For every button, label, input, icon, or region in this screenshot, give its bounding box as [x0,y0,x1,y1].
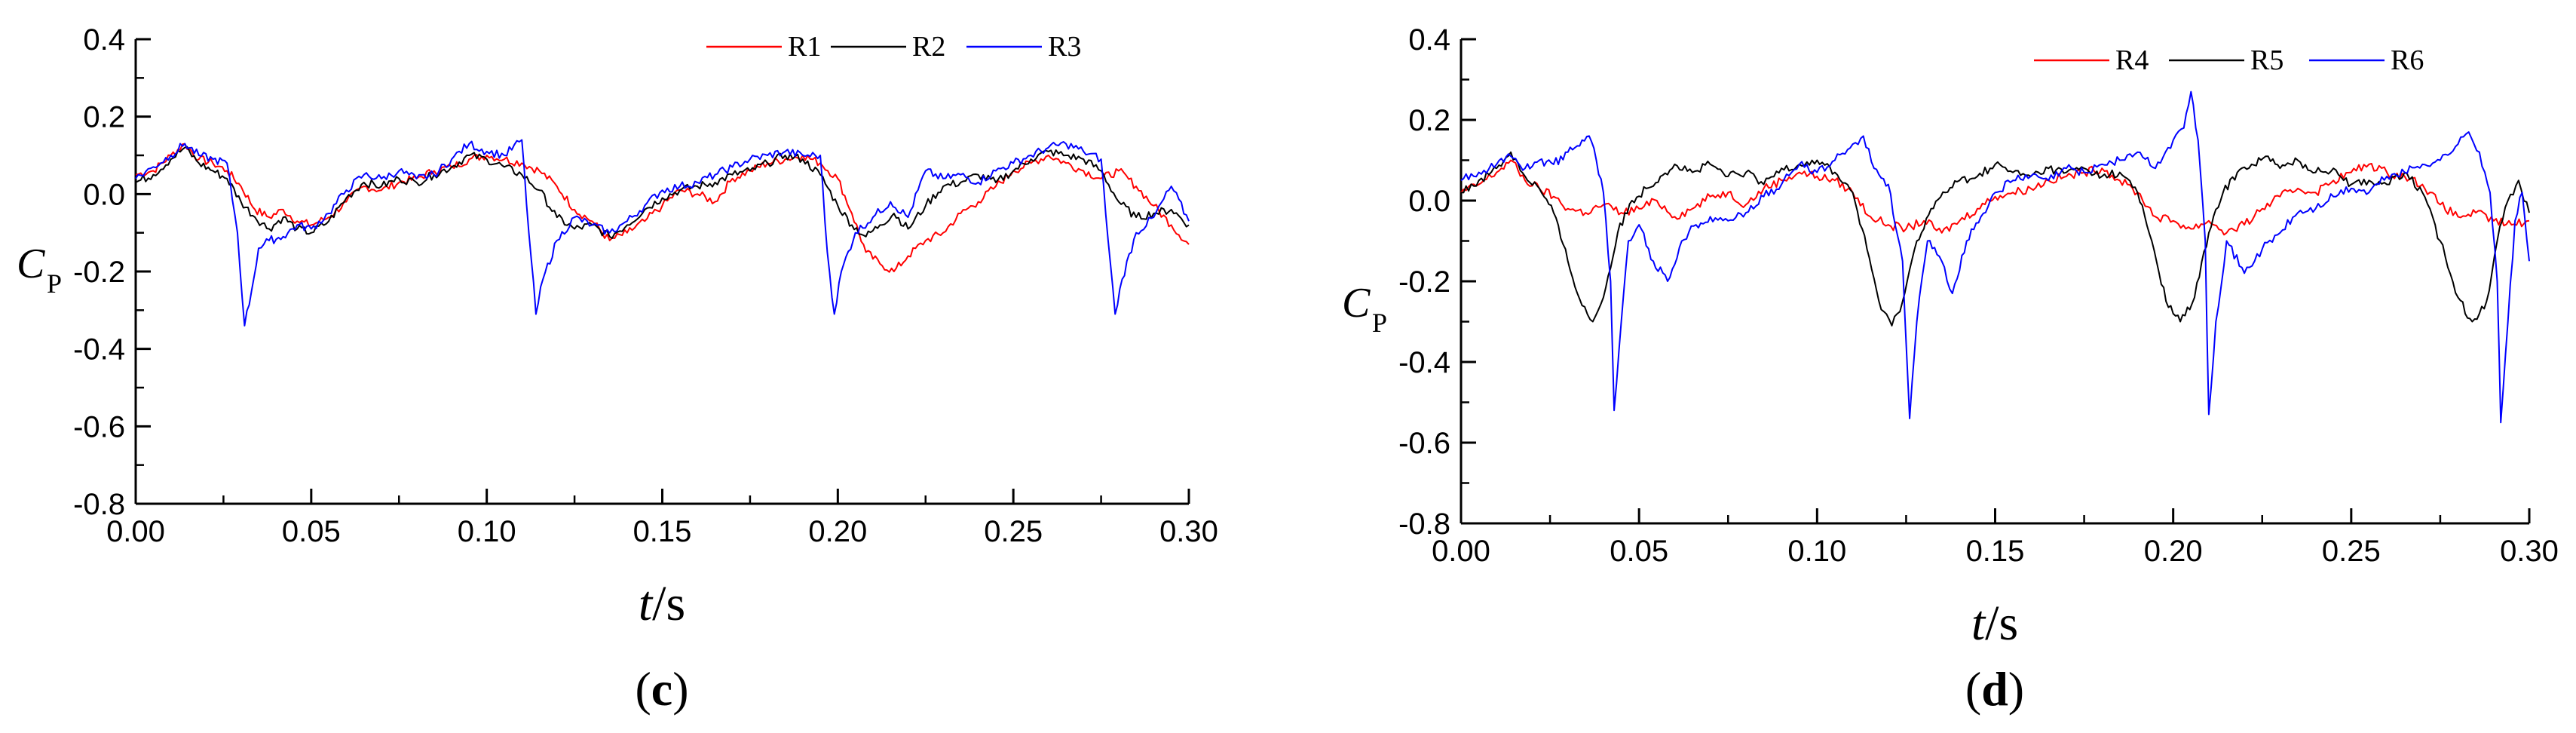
x-axis-label-unit: /s [652,576,685,631]
panel-label: (d) [1965,662,2024,716]
x-tick-label: 0.20 [2144,535,2203,568]
legend-label-r6: R6 [2391,44,2424,76]
panel-label: (c) [635,662,688,716]
y-tick-label: -0.2 [73,256,125,289]
panel-label-part: ( [635,662,651,716]
x-axis-label-unit: /s [1985,596,2018,651]
y-tick-label: 0.0 [83,178,125,211]
legend-label-r3: R3 [1048,31,1081,63]
x-tick-label: 0.25 [984,515,1043,548]
x-tick-label: 0.20 [808,515,867,548]
x-tick-label: 0.30 [2500,535,2559,568]
chart-panel-d: 0.4 0.2 0.0 -0.2 -0.4 -0.6 -0.80.00 0.05 0.10 0.1… [1342,23,2559,716]
panel-label-part: ) [672,662,688,716]
y-tick-label: -0.8 [1398,508,1450,541]
series-line-r1 [135,143,1190,273]
legend-label-r4: R4 [2115,44,2149,76]
y-tick-label: 0.0 [1408,185,1450,218]
series-line-r5 [1460,151,2530,327]
y-tick-label: -0.4 [73,333,125,366]
series-line-r3 [135,139,1190,327]
y-tick-label: 0.2 [83,101,125,134]
x-axis-label: t/s [1971,596,2018,651]
series-line-r4 [1460,159,2530,236]
x-tick-label: 0.05 [282,515,341,548]
x-tick-label: 0.10 [1787,535,1846,568]
legend-label-r1: R1 [788,31,821,63]
panel-label-part: d [1981,662,2008,716]
x-tick-label: 0.10 [458,515,516,548]
y-axis-label-subscript: P [1372,308,1387,338]
x-axis-label-variable: t [1971,596,1986,651]
x-tick-label: 0.15 [1966,535,2025,568]
y-axis-label: C [1342,280,1371,327]
y-tick-label: -0.6 [1398,427,1450,460]
chart-panel-c: 0.4 0.2 0.0 -0.2 -0.4 -0.6 -0.80.00 0.05 0.10 0.1… [17,23,1218,716]
x-tick-label: 0.00 [1432,535,1490,568]
x-axis-label-variable: t [639,576,654,631]
series-line-r2 [135,146,1190,239]
panel-label-part: ( [1965,662,1981,716]
y-tick-label: 0.4 [1408,23,1450,57]
x-axis-label: t/s [639,576,685,631]
y-tick-label: -0.2 [1398,265,1450,299]
y-tick-label: -0.6 [73,410,125,443]
series-line-r6 [1460,90,2530,424]
x-tick-label: 0.05 [1610,535,1668,568]
x-tick-label: 0.15 [633,515,692,548]
y-tick-label: -0.8 [73,488,125,521]
legend-label-r2: R2 [912,31,945,63]
x-tick-label: 0.25 [2322,535,2381,568]
y-tick-label: 0.4 [83,23,125,57]
panel-label-part: ) [2008,662,2024,716]
y-tick-label: 0.2 [1408,104,1450,137]
y-axis-label: C [17,241,45,287]
panel-label-part: c [651,662,672,716]
x-tick-label: 0.30 [1159,515,1218,548]
y-tick-label: -0.4 [1398,346,1450,379]
x-tick-label: 0.00 [106,515,165,548]
legend-label-r5: R5 [2250,44,2283,76]
y-axis-label-subscript: P [47,268,62,299]
